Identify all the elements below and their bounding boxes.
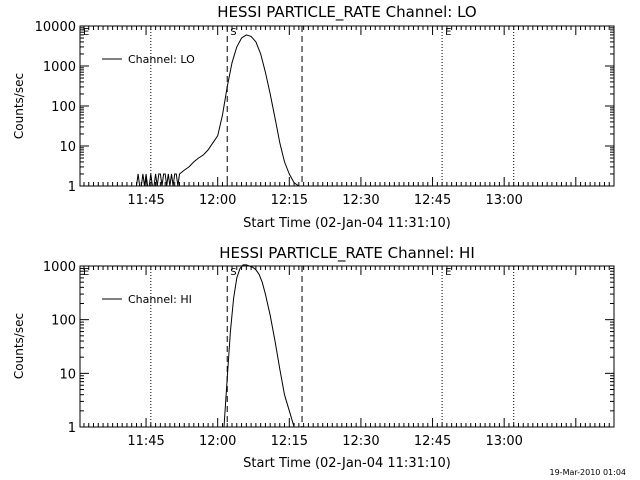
lo-chart-title: HESSI PARTICLE_RATE Channel: LO (217, 3, 476, 22)
lo-y-tick-label-3: 1000 (43, 60, 76, 75)
lo-y-tick-label-2: 100 (51, 100, 76, 115)
lo-marker-label-2: S (230, 27, 236, 38)
lo-x-axis-label: Start Time (02-Jan-04 11:31:10) (243, 216, 451, 231)
hi-x-axis: 11:45 12:00 12:15 12:30 12:45 13:00 (83, 266, 615, 449)
hi-x-tick-label-1: 12:00 (199, 434, 236, 449)
hi-x-tick-label-5: 13:00 (485, 434, 522, 449)
hi-series-line (223, 264, 295, 428)
lo-legend: Channel: LO (102, 53, 195, 66)
lo-x-tick-label-0: 11:45 (127, 193, 164, 208)
hi-legend: Channel: HI (102, 293, 192, 306)
hi-x-axis-label: Start Time (02-Jan-04 11:31:10) (243, 456, 451, 471)
hi-legend-label: Channel: HI (128, 293, 192, 306)
lo-marker-label-4: E (445, 27, 451, 38)
hi-y-axis-label: Counts/sec (12, 313, 26, 379)
hi-y-tick-label-3: 1000 (43, 260, 76, 275)
hi-marker-label-4: E (445, 267, 451, 278)
lo-y-tick-label-4: 10000 (35, 20, 76, 35)
lo-marker-label-0: E (83, 27, 89, 38)
hi-x-tick-label-4: 12:45 (414, 434, 451, 449)
hi-chart-title: HESSI PARTICLE_RATE Channel: HI (219, 244, 475, 263)
lo-x-tick-label-1: 12:00 (199, 193, 236, 208)
hi-y-tick-label-1: 10 (59, 367, 76, 382)
hi-y-tick-label-0: 1 (68, 421, 76, 436)
hi-x-tick-label-0: 11:45 (127, 434, 164, 449)
lo-x-axis: 11:45 12:00 12:15 12:30 12:45 13:00 (83, 26, 615, 208)
hi-y-axis: 1 10 100 1000 (43, 260, 614, 436)
lo-legend-label: Channel: LO (128, 53, 195, 66)
hi-marker-label-2: S (230, 267, 236, 278)
hi-marker-label-0: E (83, 267, 89, 278)
lo-y-tick-label-1: 10 (59, 140, 76, 155)
lo-x-tick-label-5: 13:00 (485, 193, 522, 208)
footer-timestamp: 19-Mar-2010 01:04 (550, 468, 627, 477)
hi-x-tick-label-2: 12:15 (271, 434, 308, 449)
lo-plot-frame (79, 25, 615, 187)
lo-x-tick-label-3: 12:30 (342, 193, 379, 208)
lo-x-tick-label-4: 12:45 (414, 193, 451, 208)
lo-y-axis-label: Counts/sec (12, 73, 26, 139)
hi-y-tick-label-2: 100 (51, 314, 76, 329)
lo-y-tick-label-0: 1 (68, 180, 76, 195)
hi-x-tick-label-3: 12:30 (342, 434, 379, 449)
hi-plot-frame (79, 265, 615, 428)
lo-x-tick-label-2: 12:15 (271, 193, 308, 208)
lo-series-line (136, 34, 302, 187)
lo-y-axis: 1 10 100 1000 10000 (35, 20, 614, 195)
